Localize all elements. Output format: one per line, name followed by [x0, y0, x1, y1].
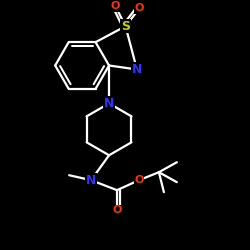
Text: N: N — [104, 97, 114, 110]
Text: O: O — [135, 3, 144, 13]
Text: N: N — [86, 174, 96, 187]
Text: N: N — [132, 63, 142, 76]
Text: O: O — [111, 1, 120, 11]
Text: O: O — [112, 205, 122, 215]
Text: S: S — [121, 20, 130, 33]
Text: O: O — [134, 175, 144, 185]
